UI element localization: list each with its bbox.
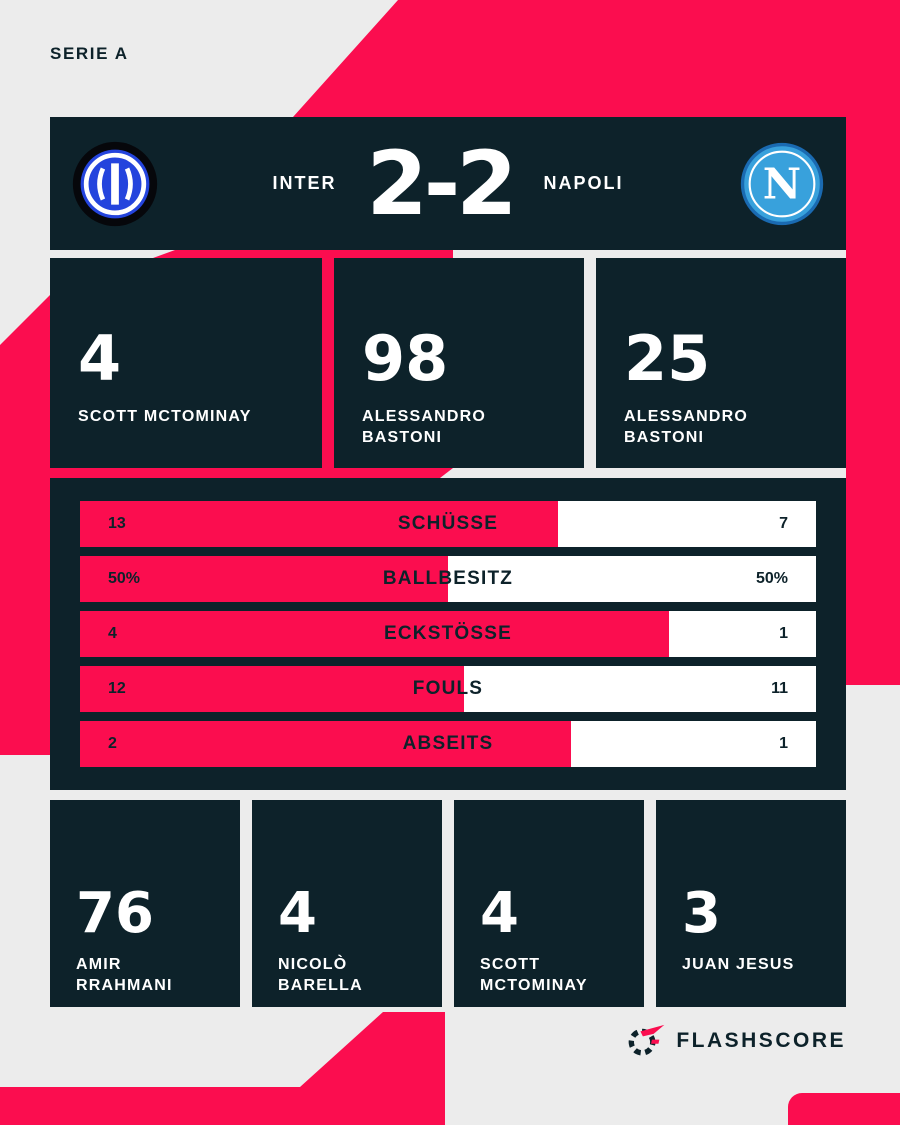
player-stat-card: 76 AMIR RRAHMANI bbox=[50, 800, 240, 1007]
stat-bar-home-fill bbox=[80, 721, 571, 767]
stat-home-value: 50% bbox=[108, 570, 141, 587]
player-name: SCOTT MCTOMINAY bbox=[78, 408, 252, 425]
stat-label: ECKSTÖSSE bbox=[384, 623, 512, 644]
stat-value: 4 bbox=[78, 322, 122, 395]
stat-bar-home-fill bbox=[80, 611, 669, 657]
stat-bar-home-fill bbox=[80, 501, 559, 547]
napoli-logo-icon: N bbox=[740, 142, 824, 226]
player-stat-card: 4 SCOTT MCTOMINAY bbox=[454, 800, 644, 1007]
stat-value: 4 bbox=[278, 881, 317, 946]
stat-home-value: 12 bbox=[108, 680, 126, 697]
bg-red-shape-bottom-left bbox=[0, 1012, 445, 1125]
stat-away-value: 50% bbox=[755, 570, 788, 587]
stat-away-value: 1 bbox=[779, 735, 788, 752]
flashscore-logo: FLASHSCORE bbox=[628, 1024, 846, 1057]
bg-red-strip-above-stats bbox=[50, 468, 453, 478]
stat-bar-row: 12 FOULS 11 bbox=[80, 666, 816, 712]
stat-label: BALLBESITZ bbox=[382, 568, 514, 589]
league-title: SERIE A bbox=[50, 44, 129, 63]
bg-red-shape-bottom-right bbox=[788, 1093, 900, 1125]
stat-away-value: 11 bbox=[771, 680, 788, 697]
bg-red-wedge-left bbox=[0, 295, 50, 755]
match-header: INTER 2-2 NAPOLI N bbox=[50, 117, 846, 250]
stat-label: SCHÜSSE bbox=[397, 513, 499, 534]
bg-red-strip-under-header bbox=[153, 250, 453, 258]
stat-bar-row: 50% BALLBESITZ 50% bbox=[80, 556, 816, 602]
player-stat-card: 3 JUAN JESUS bbox=[656, 800, 846, 1007]
player-name: AMIR RRAHMANI bbox=[76, 956, 173, 994]
stat-away-value: 7 bbox=[779, 515, 788, 532]
bg-red-gap-separator bbox=[322, 258, 334, 468]
stat-home-value: 13 bbox=[108, 515, 126, 532]
player-name: ALESSANDRO BASTONI bbox=[624, 408, 749, 446]
player-name: NICOLÒ BARELLA bbox=[278, 956, 363, 994]
stat-value: 76 bbox=[76, 881, 154, 946]
stat-home-value: 2 bbox=[108, 735, 117, 752]
stat-label: FOULS bbox=[412, 678, 484, 699]
stat-value: 3 bbox=[682, 881, 721, 946]
stat-away-value: 1 bbox=[779, 625, 788, 642]
stat-value: 25 bbox=[624, 322, 711, 395]
player-name: ALESSANDRO BASTONI bbox=[362, 408, 487, 446]
stat-value: 4 bbox=[480, 881, 519, 946]
match-stats-panel: 13 SCHÜSSE 7 50% BALLBESITZ 50% 4 ECKSTÖ… bbox=[50, 478, 846, 790]
stat-bar-home-fill bbox=[80, 556, 448, 602]
inter-logo-icon bbox=[72, 141, 158, 227]
stat-home-value: 4 bbox=[108, 625, 117, 642]
player-stat-card: 4 SCOTT MCTOMINAY bbox=[50, 258, 322, 468]
stat-bar-row: 2 ABSEITS 1 bbox=[80, 721, 816, 767]
match-score: 2-2 bbox=[366, 131, 518, 235]
top-stat-cards: 4 SCOTT MCTOMINAY 98 ALESSANDRO BASTONI … bbox=[50, 258, 846, 468]
player-stat-card: 4 NICOLÒ BARELLA bbox=[252, 800, 442, 1007]
stat-bar-row: 4 ECKSTÖSSE 1 bbox=[80, 611, 816, 657]
stat-bar-home-fill bbox=[80, 666, 465, 712]
player-name: SCOTT MCTOMINAY bbox=[480, 956, 588, 994]
away-team-name: NAPOLI bbox=[543, 173, 624, 193]
svg-text:N: N bbox=[763, 159, 801, 208]
stat-value: 98 bbox=[362, 322, 449, 395]
stat-bar-row: 13 SCHÜSSE 7 bbox=[80, 501, 816, 547]
bottom-stat-cards: 76 AMIR RRAHMANI 4 NICOLÒ BARELLA 4 SCOT… bbox=[50, 800, 846, 1007]
player-stat-card: 25 ALESSANDRO BASTONI bbox=[596, 258, 846, 468]
player-name: JUAN JESUS bbox=[682, 956, 795, 973]
stat-label: ABSEITS bbox=[402, 733, 494, 754]
home-team-name: INTER bbox=[272, 173, 337, 193]
flashscore-logo-text: FLASHSCORE bbox=[676, 1028, 846, 1052]
flashscore-logo-icon bbox=[628, 1024, 666, 1057]
player-stat-card: 98 ALESSANDRO BASTONI bbox=[334, 258, 584, 468]
